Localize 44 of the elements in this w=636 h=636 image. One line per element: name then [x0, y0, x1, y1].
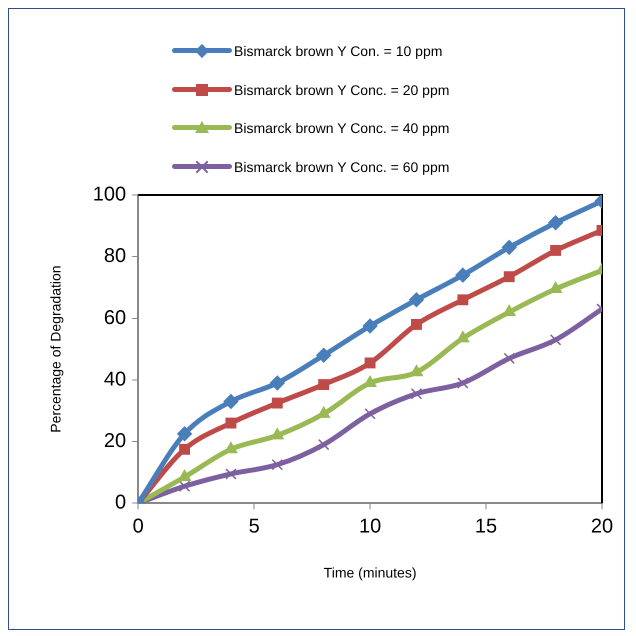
legend-label: Bismarck brown Y Conc. = 60 ppm [234, 158, 450, 175]
y-tick-label: 20 [104, 430, 126, 452]
y-tick-label: 0 [115, 492, 126, 514]
point [362, 318, 378, 334]
y-axis-title: Percentage of Degradation [47, 265, 64, 433]
point [318, 379, 330, 390]
point [225, 418, 236, 429]
point [177, 426, 192, 442]
point [504, 352, 515, 364]
point [550, 334, 562, 346]
point [502, 240, 517, 255]
point [410, 388, 422, 400]
x-axis-title: Time (minutes) [324, 564, 416, 580]
point [504, 271, 515, 282]
point [457, 294, 468, 306]
point [411, 318, 422, 330]
point [364, 358, 376, 368]
x-tick-label: 0 [132, 516, 144, 538]
x-tick-label: 10 [358, 516, 382, 538]
point [318, 438, 330, 450]
x-tick-label: 20 [590, 516, 614, 538]
point [548, 215, 564, 230]
point [550, 245, 562, 256]
y-tick-label: 60 [104, 306, 126, 329]
point [225, 468, 237, 480]
point [179, 444, 190, 455]
point [178, 480, 190, 492]
y-tick-label: 40 [104, 368, 126, 390]
point [270, 376, 285, 390]
legend-label: Bismarck brown Y Conc. = 20 ppm [234, 82, 450, 98]
point [455, 268, 470, 283]
y-tick-label: 100 [92, 184, 126, 206]
point [316, 348, 332, 363]
y-tick-label: 80 [104, 245, 126, 268]
point [457, 377, 469, 389]
point [223, 394, 238, 409]
point [364, 408, 376, 420]
legend-label: Bismarck brown Y Conc. = 40 ppm [234, 120, 450, 136]
x-tick-label: 5 [248, 516, 260, 538]
legend-label: Bismarck brown Y Con. = 10 ppm [234, 43, 442, 60]
x-tick-label: 15 [474, 516, 498, 538]
point [272, 458, 284, 470]
point [272, 398, 283, 408]
point [408, 292, 424, 308]
